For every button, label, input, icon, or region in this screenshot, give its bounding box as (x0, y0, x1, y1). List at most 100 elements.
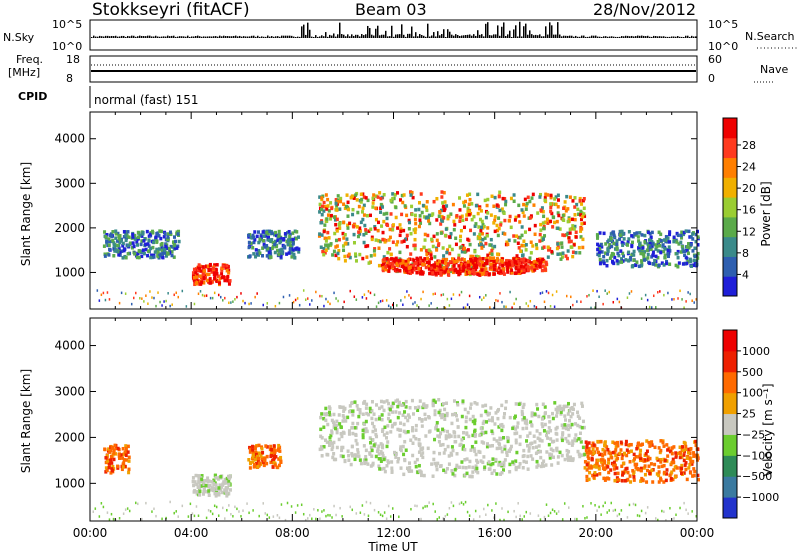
power-cell (501, 300, 503, 304)
velocity-cell (500, 449, 504, 454)
power-cell (413, 247, 417, 251)
velocity-cell (585, 445, 589, 449)
velocity-cell (197, 514, 200, 517)
velocity-cell (117, 454, 121, 459)
nsky-bar (181, 36, 183, 38)
power-colorbar-tick-label: 4 (742, 268, 749, 281)
velocity-cell (645, 480, 649, 484)
velocity-cell (544, 463, 548, 467)
velocity-cell (377, 444, 381, 448)
velocity-cell (494, 411, 498, 415)
power-cell (289, 240, 293, 244)
power-cell (156, 254, 160, 259)
velocity-cell (616, 471, 620, 476)
velocity-cell (448, 506, 451, 510)
velocity-cell (689, 460, 693, 464)
velocity-cell (112, 457, 116, 462)
power-cell (427, 213, 431, 218)
velocity-cell (453, 468, 457, 472)
power-cell (556, 198, 560, 202)
velocity-cell (497, 463, 501, 467)
power-cell (318, 202, 322, 207)
power-cell (262, 238, 266, 243)
power-cell (381, 299, 384, 303)
power-cell (265, 244, 269, 248)
power-cell (432, 199, 436, 204)
velocity-cell (483, 465, 487, 469)
velocity-cell (531, 457, 535, 461)
velocity-cell (587, 446, 591, 451)
velocity-cell (332, 412, 336, 417)
velocity-cell (542, 459, 546, 463)
power-cell (684, 248, 688, 253)
nsky-bar (599, 36, 601, 38)
velocity-cell (571, 439, 575, 443)
power-cell (144, 242, 148, 247)
velocity-cell (403, 439, 407, 444)
velocity-cell (417, 405, 421, 409)
power-cell (96, 289, 99, 292)
power-cell (571, 254, 575, 259)
velocity-cell (400, 403, 404, 408)
power-cell (425, 200, 429, 204)
power-cell (470, 259, 474, 263)
nsky-bar (349, 36, 351, 38)
velocity-cell (361, 412, 365, 416)
velocity-cell (596, 450, 600, 455)
power-cell (553, 197, 557, 201)
nsky-bar (497, 25, 499, 38)
velocity-cell (225, 480, 229, 485)
power-cell (207, 268, 211, 273)
velocity-cell (590, 444, 594, 448)
nsky-bar (139, 35, 141, 38)
power-cell (333, 218, 337, 222)
power-cell (528, 256, 532, 260)
power-cell (443, 233, 447, 238)
nsky-bar (317, 36, 319, 38)
power-cell (201, 293, 204, 297)
nsky-bar (119, 36, 121, 38)
velocity-colorbar-swatch (723, 476, 737, 498)
velocity-cell (529, 420, 533, 424)
nsky-bar (315, 35, 317, 38)
velocity-cell (205, 516, 208, 520)
power-cell (354, 252, 358, 256)
velocity-cell (514, 438, 518, 443)
velocity-cell (341, 413, 345, 418)
velocity-cell (514, 427, 518, 431)
velocity-cell (328, 436, 332, 440)
velocity-cell (411, 412, 415, 416)
power-cell (615, 259, 619, 263)
power-cell (171, 303, 173, 306)
power-cell (478, 256, 482, 261)
power-cell (581, 245, 585, 250)
power-cell (158, 254, 162, 258)
power-cell (214, 270, 218, 274)
velocity-cell (417, 442, 421, 446)
power-cell (451, 267, 455, 271)
velocity-cell (473, 421, 477, 426)
power-cell (330, 206, 334, 211)
nsky-bar (327, 36, 329, 38)
velocity-cell (606, 447, 610, 452)
power-cell (566, 249, 570, 253)
nsky-bar (167, 35, 169, 38)
power-cell (343, 259, 347, 263)
power-cell (333, 231, 337, 236)
velocity-cell (236, 507, 238, 511)
power-cell (507, 218, 511, 223)
power-cell (315, 290, 317, 294)
velocity-cell (141, 517, 143, 521)
velocity-cell (116, 464, 120, 469)
velocity-cell (603, 452, 607, 456)
power-cell (467, 270, 471, 275)
velocity-cell (114, 446, 118, 451)
velocity-cell (362, 401, 366, 405)
power-cell (468, 192, 472, 197)
power-cell (520, 257, 524, 262)
velocity-cell (637, 441, 641, 445)
power-cell (377, 246, 381, 250)
velocity-cell (487, 460, 491, 464)
power-cell (490, 252, 494, 256)
power-cell (140, 234, 144, 238)
